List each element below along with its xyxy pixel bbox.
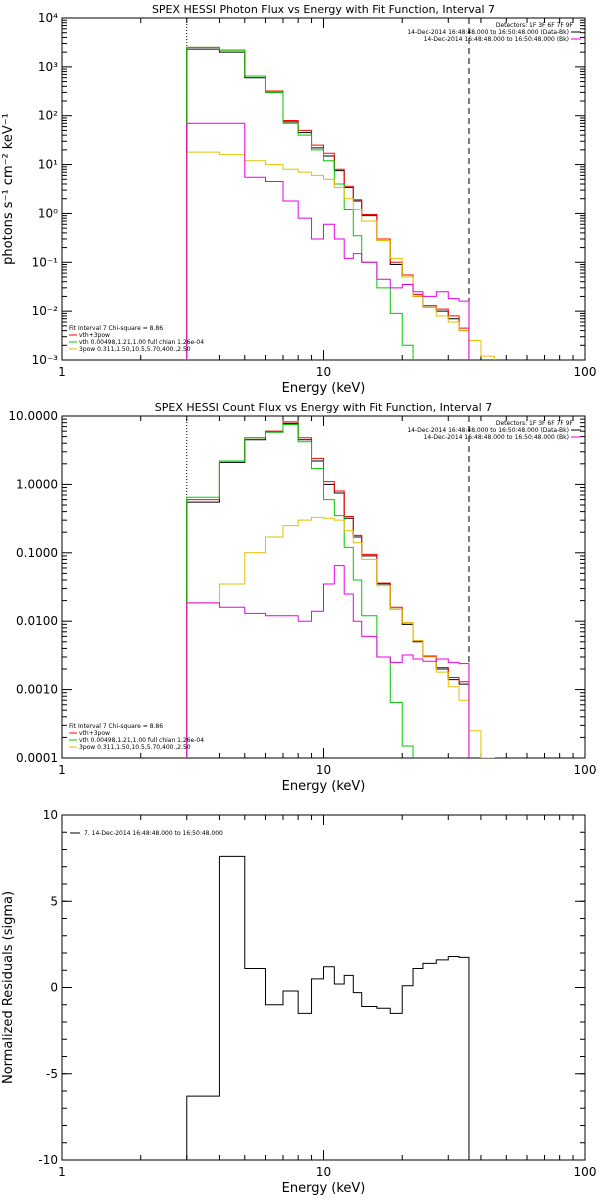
series-total [186, 855, 470, 1160]
legend-entry: 14-Dec-2014 16:48:48.000 to 16:50:48.000… [424, 36, 569, 43]
fit-component: vth+3pow [79, 332, 110, 339]
series-3pow [186, 151, 495, 360]
plot-frame [61, 17, 586, 361]
y-tick-label: 10³ [38, 60, 58, 74]
y-tick-label: 10⁴ [38, 11, 58, 25]
detector-label: Detectors: 1F 3F 6F 7F 9F [496, 420, 574, 427]
legend-entry: 14-Dec-2014 16:48:48.000 to 16:50:48.000… [407, 427, 569, 434]
x-axis: 1 10 100 Energy (keV) [58, 416, 596, 794]
y-tick-label: -10 [38, 1153, 58, 1167]
chart-panel-3: 1 10 100 Energy (keV) -10 -5 0 5 10 Normalized Re… [1, 808, 596, 1196]
x-tick-label: 1 [58, 365, 66, 379]
fit-component: vth+3pow [79, 730, 110, 737]
series-group [186, 46, 495, 360]
x-tick-label: 100 [574, 365, 597, 379]
fit-component: 3pow 0.311,1.50,10.5,5.70,400.,2.50 [79, 744, 191, 751]
series-total [186, 48, 470, 360]
series-3pow [186, 516, 495, 758]
y-tick-label: 0.0010 [16, 683, 58, 697]
y-tick-label: 0.0100 [16, 614, 58, 628]
chart-panel-2: SPEX HESSI Count Flux vs Energy with Fit… [8, 401, 596, 794]
y-tick-label: 0.0001 [16, 751, 58, 765]
y-axis: 0.0001 0.0010 0.0100 0.1000 1.0000 10.0000 [8, 409, 585, 765]
y-tick-label: 10¹ [38, 158, 58, 172]
series-vth [186, 424, 414, 758]
x-axis: 1 10 100 Energy (keV) [58, 18, 596, 396]
detector-label: Detectors: 1F 3F 6F 7F 9F [496, 22, 574, 29]
x-axis-label: Energy (keV) [282, 1181, 366, 1196]
chart-title: SPEX HESSI Photon Flux vs Energy with Fi… [152, 3, 495, 16]
y-tick-label: 10⁻³ [32, 353, 59, 367]
legend-entry: 14-Dec-2014 16:48:48.000 to 16:50:48.000… [424, 434, 569, 441]
series-bk [186, 122, 470, 360]
x-tick-label: 10 [316, 365, 331, 379]
series-vth_3pow [186, 421, 470, 758]
y-tick-label: 10⁻² [32, 304, 59, 318]
y-tick-label: 5 [50, 894, 58, 908]
plot-frame [61, 814, 586, 1161]
chart-title: SPEX HESSI Count Flux vs Energy with Fit… [155, 401, 492, 414]
y-tick-label: -5 [46, 1067, 58, 1081]
y-tick-label: 10 [43, 808, 58, 822]
y-axis-label: photons s⁻¹ cm⁻² keV⁻¹ [1, 113, 16, 265]
series-group [186, 421, 495, 758]
y-tick-label: 10.0000 [8, 409, 58, 423]
x-tick-label: 10 [316, 1165, 331, 1179]
fit-component: vth 0.00498,1.21,1.00 full chian 1.26e-0… [79, 339, 204, 346]
y-tick-label: 10⁻¹ [32, 255, 59, 269]
x-tick-label: 100 [574, 1165, 597, 1179]
series-bk [186, 565, 470, 758]
legend-entry: 7. 14-Dec-2014 16:48:48.000 to 16:50:48.… [84, 830, 223, 837]
y-tick-label: 10⁰ [38, 206, 58, 220]
x-axis: 1 10 100 Energy (keV) [58, 815, 596, 1196]
x-axis-label: Energy (keV) [282, 381, 366, 396]
y-axis: -10 -5 0 5 10 Normalized Residuals (sigma) [1, 808, 585, 1167]
fit-header: Fit Interval 7 Chi-square = 8.86 [69, 723, 163, 730]
series-total [186, 422, 470, 758]
x-tick-label: 100 [574, 763, 597, 777]
x-tick-label: 10 [316, 763, 331, 777]
chart-panel-1: SPEX HESSI Photon Flux vs Energy with Fi… [1, 3, 596, 396]
series-vth [186, 46, 414, 360]
y-tick-label: 10² [38, 109, 58, 123]
fit-component: vth 0.00498,1.21,1.00 full chian 1.26e-0… [79, 737, 204, 744]
x-tick-label: 1 [58, 763, 66, 777]
x-axis-label: Energy (keV) [282, 779, 366, 794]
fit-component: 3pow 0.311,1.50,10.5,5.70,400.,2.50 [79, 346, 191, 353]
series-group [186, 855, 470, 1160]
x-tick-label: 1 [58, 1165, 66, 1179]
y-axis-label: Normalized Residuals (sigma) [1, 891, 16, 1084]
series-vth_3pow [186, 46, 470, 360]
y-tick-label: 0.1000 [16, 546, 58, 560]
y-axis: 10⁻³ 10⁻² 10⁻¹ 10⁰ 10¹ 10² 10³ 10⁴ photons s⁻¹ c… [1, 11, 585, 367]
legend-entry: 14-Dec-2014 16:48:48.000 to 16:50:48.000… [407, 29, 569, 36]
y-tick-label: 1.0000 [16, 477, 58, 491]
fit-header: Fit Interval 7 Chi-square = 8.86 [69, 325, 163, 332]
y-tick-label: 0 [50, 981, 58, 995]
